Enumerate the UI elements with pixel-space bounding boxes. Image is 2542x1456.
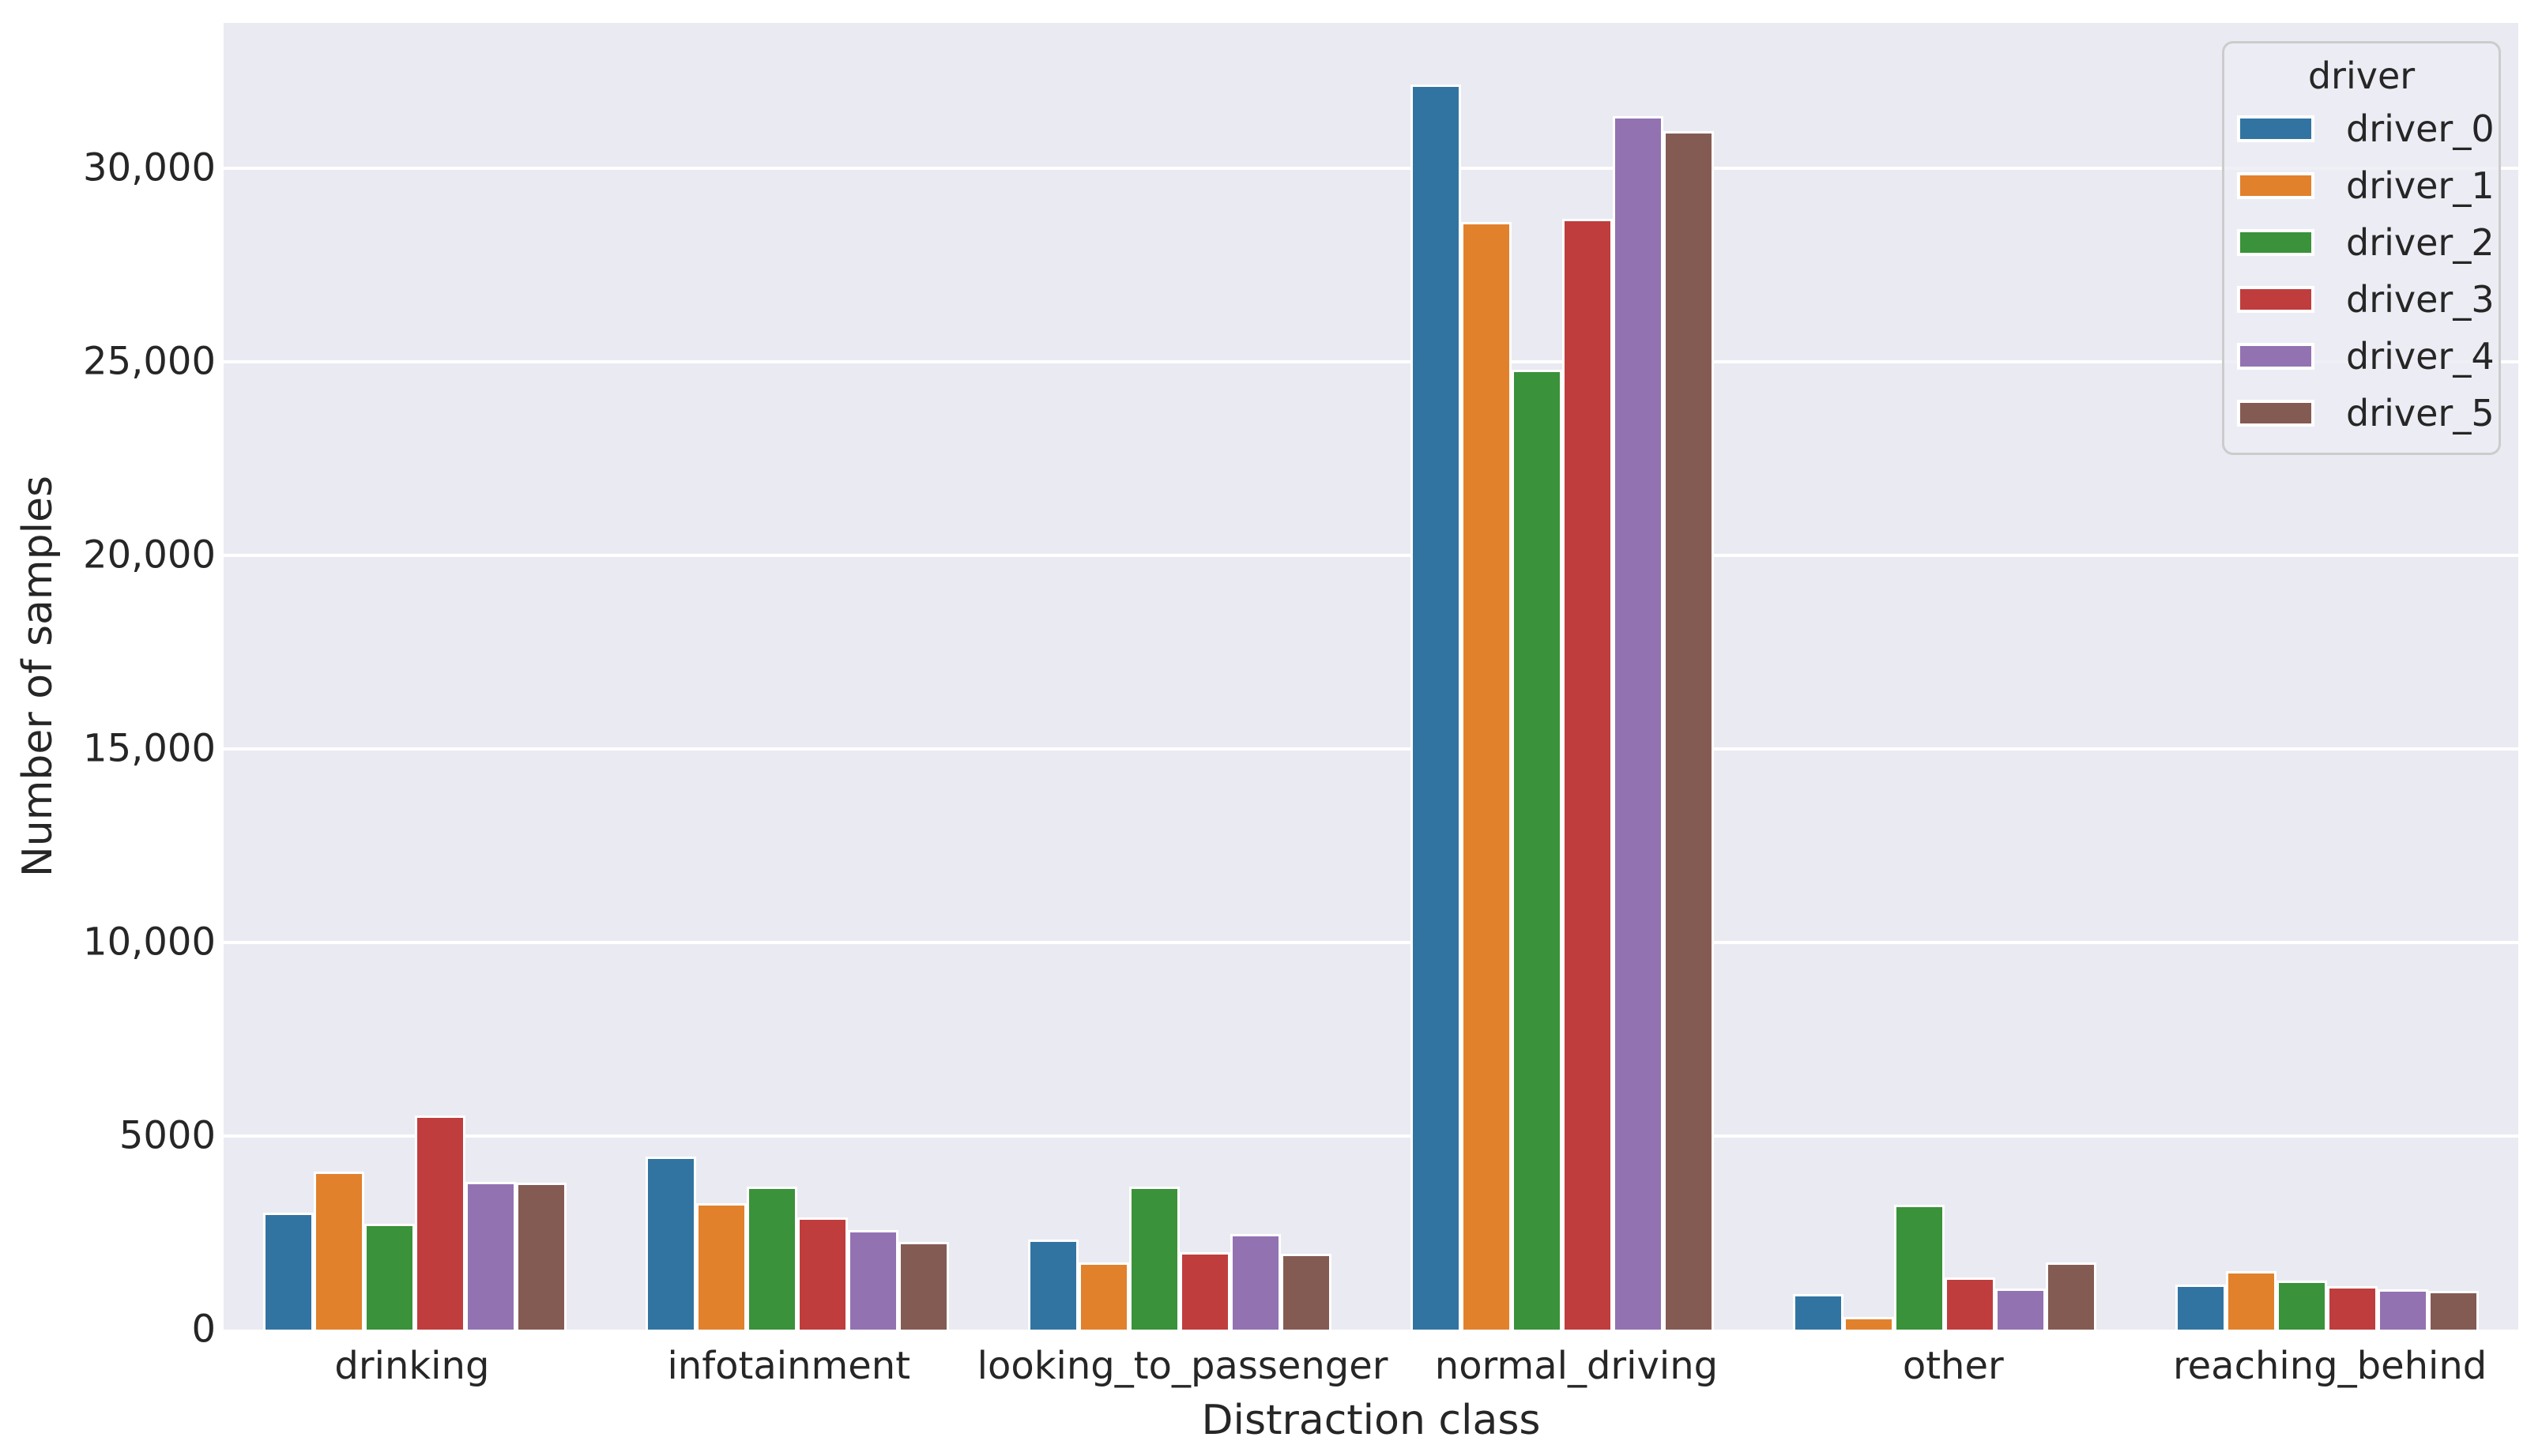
bar-group-looking_to_passenger bbox=[989, 23, 1371, 1330]
bar-infotainment-driver_2 bbox=[747, 1187, 797, 1330]
bar-looking_to_passenger-driver_3 bbox=[1180, 1252, 1230, 1330]
legend-item-driver_2: driver_2 bbox=[2224, 214, 2499, 271]
bar-normal_driving-driver_3 bbox=[1562, 218, 1613, 1330]
bar-other-driver_2 bbox=[1894, 1205, 1945, 1330]
bar-group-reaching_behind bbox=[2136, 23, 2518, 1330]
bar-other-driver_4 bbox=[1995, 1289, 2046, 1330]
bar-other-driver_0 bbox=[1793, 1293, 1843, 1330]
bar-normal_driving-driver_1 bbox=[1461, 222, 1512, 1330]
bar-other-driver_1 bbox=[1843, 1316, 1894, 1330]
legend-swatch-driver_0 bbox=[2237, 115, 2314, 142]
legend-label-driver_3: driver_3 bbox=[2346, 278, 2495, 321]
legend-label-driver_5: driver_5 bbox=[2346, 392, 2495, 435]
legend-title: driver bbox=[2307, 55, 2416, 97]
bar-looking_to_passenger-driver_0 bbox=[1028, 1239, 1079, 1330]
bar-groups bbox=[224, 23, 2518, 1330]
bar-drinking-driver_1 bbox=[314, 1172, 364, 1330]
gridline-5000 bbox=[224, 1134, 2518, 1138]
y-axis-title: Number of samples bbox=[14, 475, 62, 878]
bar-looking_to_passenger-driver_4 bbox=[1230, 1233, 1281, 1330]
legend-swatch-driver_1 bbox=[2237, 172, 2314, 199]
plot-area: driver driver_0 driver_1 driver_2 driver_3 d… bbox=[224, 23, 2518, 1330]
y-tick-25000: 25,000 bbox=[83, 339, 216, 384]
bar-infotainment-driver_5 bbox=[898, 1241, 949, 1330]
bar-other-driver_3 bbox=[1945, 1277, 1995, 1330]
x-tick-drinking: drinking bbox=[334, 1344, 490, 1388]
bar-normal_driving-driver_5 bbox=[1663, 131, 1714, 1330]
y-tick-30000: 30,000 bbox=[83, 145, 216, 190]
legend: driver driver_0 driver_1 driver_2 driver_3 d… bbox=[2222, 41, 2501, 455]
bar-drinking-driver_3 bbox=[415, 1116, 465, 1330]
x-tick-infotainment: infotainment bbox=[667, 1344, 911, 1388]
gridline-30000 bbox=[224, 166, 2518, 170]
legend-item-driver_4: driver_4 bbox=[2224, 328, 2499, 385]
gridline-20000 bbox=[224, 553, 2518, 557]
bar-reaching_behind-driver_3 bbox=[2327, 1286, 2378, 1330]
bar-normal_driving-driver_2 bbox=[1512, 369, 1562, 1330]
bar-drinking-driver_5 bbox=[516, 1182, 567, 1330]
legend-label-driver_0: driver_0 bbox=[2346, 107, 2495, 150]
gridline-10000 bbox=[224, 940, 2518, 944]
gridline-25000 bbox=[224, 359, 2518, 363]
y-tick-15000: 15,000 bbox=[83, 726, 216, 771]
y-tick-5000: 5000 bbox=[119, 1113, 216, 1158]
x-tick-looking_to_passenger: looking_to_passenger bbox=[977, 1344, 1388, 1388]
bar-infotainment-driver_0 bbox=[646, 1156, 696, 1330]
legend-swatch-driver_4 bbox=[2237, 343, 2314, 370]
bar-group-normal_driving bbox=[1371, 23, 1753, 1330]
x-tick-other: other bbox=[1902, 1344, 2004, 1388]
x-tick-reaching_behind: reaching_behind bbox=[2172, 1344, 2487, 1388]
legend-items: driver_0 driver_1 driver_2 driver_3 driver_4… bbox=[2224, 100, 2499, 442]
legend-swatch-driver_2 bbox=[2237, 229, 2314, 256]
legend-item-driver_0: driver_0 bbox=[2224, 100, 2499, 157]
x-axis-title: Distraction class bbox=[1201, 1397, 1541, 1444]
bar-group-drinking bbox=[224, 23, 606, 1330]
bar-reaching_behind-driver_2 bbox=[2277, 1280, 2327, 1330]
y-tick-0: 0 bbox=[191, 1307, 216, 1352]
legend-label-driver_4: driver_4 bbox=[2346, 335, 2495, 378]
bar-other-driver_5 bbox=[2046, 1262, 2096, 1330]
legend-item-driver_1: driver_1 bbox=[2224, 157, 2499, 214]
x-tick-normal_driving: normal_driving bbox=[1434, 1344, 1719, 1388]
bar-drinking-driver_4 bbox=[465, 1181, 516, 1330]
legend-swatch-driver_5 bbox=[2237, 400, 2314, 427]
bar-infotainment-driver_3 bbox=[797, 1217, 848, 1330]
bar-group-other bbox=[1753, 23, 2136, 1330]
legend-item-driver_3: driver_3 bbox=[2224, 271, 2499, 328]
bar-reaching_behind-driver_1 bbox=[2226, 1271, 2277, 1330]
bar-reaching_behind-driver_4 bbox=[2378, 1289, 2428, 1330]
y-tick-10000: 10,000 bbox=[83, 920, 216, 965]
legend-label-driver_2: driver_2 bbox=[2346, 221, 2495, 264]
gridline-15000 bbox=[224, 747, 2518, 751]
bar-looking_to_passenger-driver_1 bbox=[1079, 1262, 1129, 1330]
bar-normal_driving-driver_0 bbox=[1410, 85, 1461, 1330]
bar-group-infotainment bbox=[606, 23, 989, 1330]
legend-item-driver_5: driver_5 bbox=[2224, 385, 2499, 442]
bar-looking_to_passenger-driver_5 bbox=[1281, 1253, 1331, 1330]
y-tick-20000: 20,000 bbox=[83, 532, 216, 578]
x-axis-tick-labels: drinking infotainment looking_to_passenger… bbox=[224, 1343, 2518, 1389]
bar-infotainment-driver_1 bbox=[696, 1202, 747, 1330]
bar-drinking-driver_2 bbox=[364, 1223, 415, 1330]
bar-reaching_behind-driver_5 bbox=[2428, 1291, 2479, 1330]
bar-drinking-driver_0 bbox=[263, 1213, 314, 1330]
bar-infotainment-driver_4 bbox=[848, 1230, 898, 1330]
legend-label-driver_1: driver_1 bbox=[2346, 164, 2495, 207]
bar-looking_to_passenger-driver_2 bbox=[1129, 1187, 1180, 1330]
bar-reaching_behind-driver_0 bbox=[2175, 1285, 2226, 1330]
bar-normal_driving-driver_4 bbox=[1613, 115, 1663, 1330]
legend-swatch-driver_3 bbox=[2237, 286, 2314, 313]
